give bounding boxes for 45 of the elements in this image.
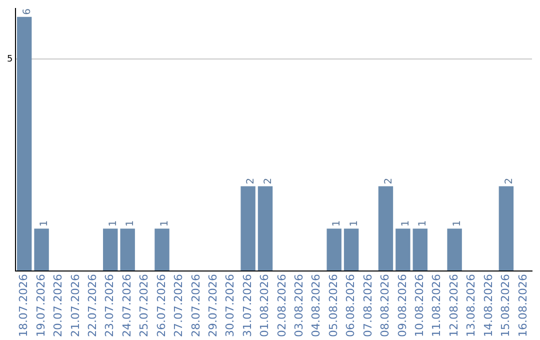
x-tick-label: 21.07.2026 xyxy=(68,274,82,338)
data-label: 1 xyxy=(418,220,429,227)
data-label: 6 xyxy=(22,8,33,15)
x-tick-label: 14.08.2026 xyxy=(482,274,495,338)
x-tick-label: 19.07.2026 xyxy=(34,274,48,338)
data-label: 2 xyxy=(504,178,515,184)
x-tick-label: 12.08.2026 xyxy=(447,274,460,338)
x-tick-label: 01.08.2026 xyxy=(258,274,272,338)
data-label: 1 xyxy=(39,220,50,227)
data-label: 1 xyxy=(452,220,464,227)
x-tick-label: 25.07.2026 xyxy=(138,274,151,338)
x-tick-label: 20.07.2026 xyxy=(52,274,65,338)
data-label: 1 xyxy=(160,220,171,227)
x-tick-label: 29.07.2026 xyxy=(206,274,220,338)
x-tick-label: 04.08.2026 xyxy=(310,274,323,338)
data-label: 1 xyxy=(348,220,360,227)
x-tick-label: 02.08.2026 xyxy=(275,274,288,338)
data-label: 1 xyxy=(400,220,412,227)
x-tick-label: 31.07.2026 xyxy=(240,274,254,338)
x-tick-label: 15.08.2026 xyxy=(499,274,512,338)
x-tick-label: 09.08.2026 xyxy=(396,274,409,338)
data-label: 1 xyxy=(125,220,136,227)
x-tick-label: 08.08.2026 xyxy=(378,274,392,338)
x-tick-label: 16.08.2026 xyxy=(516,274,530,338)
x-tick-label: 22.07.2026 xyxy=(86,274,100,338)
data-label: 1 xyxy=(108,220,119,227)
x-tick-label: 07.08.2026 xyxy=(361,274,374,338)
data-label: 2 xyxy=(383,178,394,184)
data-label: 2 xyxy=(246,178,257,184)
x-tick-label: 10.08.2026 xyxy=(413,274,426,338)
x-tick-label: 18.07.2026 xyxy=(17,274,30,338)
x-tick-label: 13.08.2026 xyxy=(464,274,478,338)
data-label: 2 xyxy=(262,178,274,184)
x-tick-label: 28.07.2026 xyxy=(189,274,202,338)
x-tick-label: 05.08.2026 xyxy=(326,274,340,338)
y-tick-label: 5 xyxy=(6,54,13,65)
x-tick-label: 27.07.2026 xyxy=(172,274,186,338)
x-tick-label: 23.07.2026 xyxy=(103,274,116,338)
x-tick-label: 11.08.2026 xyxy=(430,274,444,338)
x-tick-label: 26.07.2026 xyxy=(154,274,168,338)
data-label: 1 xyxy=(332,220,343,227)
x-tick-label: 30.07.2026 xyxy=(224,274,237,338)
x-tick-label: 24.07.2026 xyxy=(120,274,134,338)
x-tick-label: 06.08.2026 xyxy=(344,274,358,338)
x-tick-label: 03.08.2026 xyxy=(292,274,306,338)
